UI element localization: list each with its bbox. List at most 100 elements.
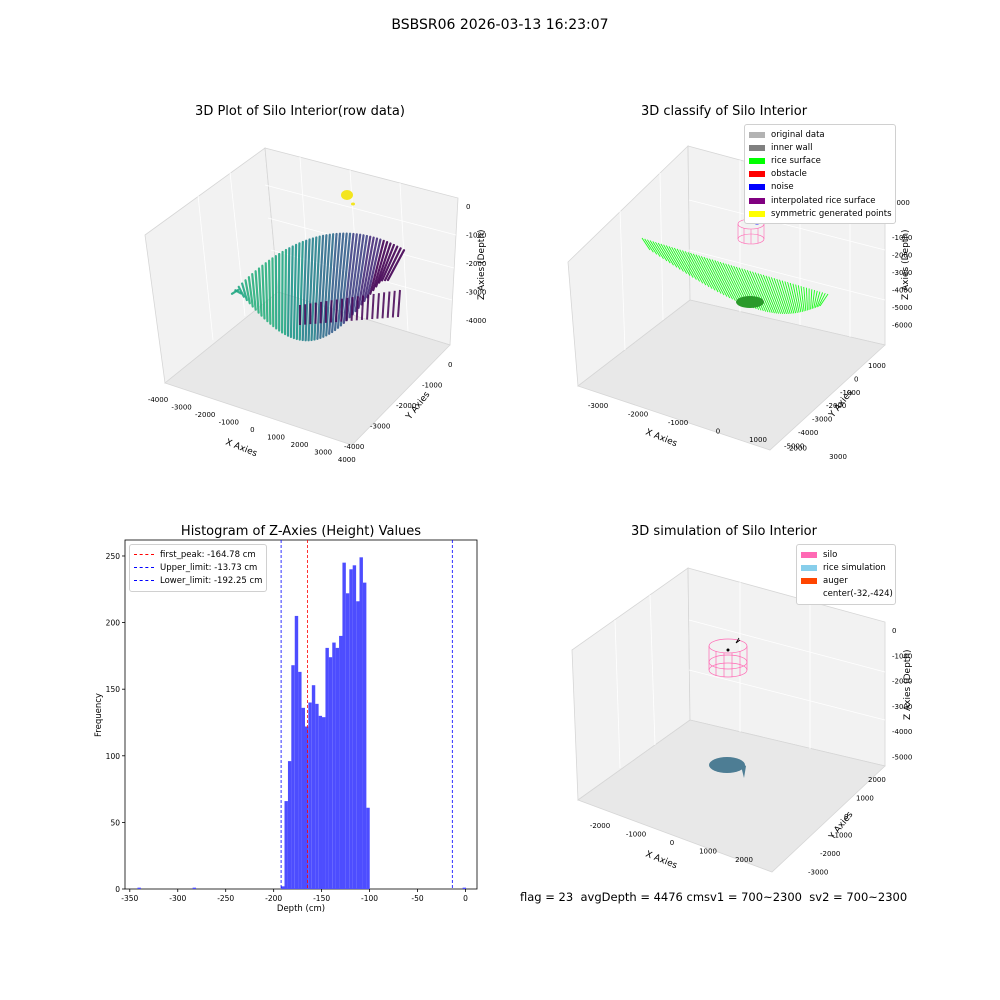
legend-label: obstacle xyxy=(771,169,807,180)
x-tick-label: -300 xyxy=(169,894,186,903)
legend-label: silo xyxy=(823,549,838,560)
x-tick-label: -200 xyxy=(265,894,282,903)
tick-label: -2000 xyxy=(396,402,416,410)
tick-label: -2000 xyxy=(892,678,912,686)
histogram-bar xyxy=(359,557,363,889)
legend-item: rice simulation xyxy=(801,561,891,574)
legend-line xyxy=(134,554,154,556)
histogram-bar xyxy=(349,569,353,889)
tick-label: 3000 xyxy=(314,449,332,457)
panel2-xlabel: X Axies xyxy=(644,428,679,450)
tick-label: -4000 xyxy=(148,396,168,404)
panel3-rice-simulation xyxy=(709,757,745,773)
legend-line xyxy=(134,580,154,582)
tick-label: -3000 xyxy=(466,289,486,297)
histogram-ylabel: Frequency xyxy=(94,693,104,737)
tick-label: 4000 xyxy=(338,456,356,464)
tick-label: -5000 xyxy=(892,304,912,312)
tick-label: -2000 xyxy=(195,411,215,419)
panel3-xticks: -2000 -1000 0 1000 2000 xyxy=(590,822,753,864)
legend-item: Upper_limit: -13.73 cm xyxy=(134,561,262,574)
tick-label: -1000 xyxy=(668,419,688,427)
y-tick-label: 100 xyxy=(106,752,121,761)
histogram-bar xyxy=(311,685,316,889)
legend-item: rice surface xyxy=(749,154,891,167)
tick-label: -1000 xyxy=(840,389,860,397)
tick-label: -1000 xyxy=(219,419,239,427)
histogram-bar xyxy=(335,647,340,889)
legend-label: original data xyxy=(771,129,825,140)
tick-label: 1000 xyxy=(699,848,717,856)
panel3-yticks: 2000 1000 0 -1000 -2000 -3000 xyxy=(808,776,886,877)
tick-label: -4000 xyxy=(344,443,364,451)
tick-label: -4000 xyxy=(892,287,912,295)
legend-label: symmetric generated points xyxy=(771,208,892,219)
histogram-chart: -350 -300 -250 -200 -150 -100 -50 0 0 50 100 150 20… xyxy=(94,539,478,914)
tick-label: 0 xyxy=(466,203,470,211)
legend-swatch xyxy=(749,171,765,178)
legend-label: first_peak: -164.78 cm xyxy=(160,549,256,560)
legend-item: Lower_limit: -192.25 cm xyxy=(134,574,262,587)
tick-label: -3000 xyxy=(588,402,608,410)
histogram-legend: first_peak: -164.78 cm Upper_limit: -13.7… xyxy=(129,544,268,592)
panel3-zlabel: Z Axies (Depth) xyxy=(903,649,913,720)
panel3-xlabel: X Axies xyxy=(644,850,679,872)
tick-label: -3000 xyxy=(808,869,828,877)
legend-swatch xyxy=(749,197,765,204)
x-tick-label: -150 xyxy=(313,894,330,903)
panel2-title: 3D classify of Silo Interior xyxy=(640,104,808,119)
panel3-zticks: 0 -1000 -2000 -3000 -4000 -5000 xyxy=(892,627,912,762)
legend-label: noise xyxy=(771,182,794,193)
y-tick-label: 50 xyxy=(110,818,120,827)
tick-label: -1000 xyxy=(422,382,442,390)
x-tick-label: -100 xyxy=(361,894,378,903)
tick-label: -2000 xyxy=(590,822,610,830)
histogram-bar xyxy=(137,887,141,889)
legend-line xyxy=(134,567,154,569)
legend-swatch xyxy=(749,144,765,151)
histogram-bars xyxy=(137,557,467,889)
panel3-center-marker xyxy=(726,648,730,652)
histogram-bar xyxy=(284,801,288,889)
histogram-bar xyxy=(352,565,357,889)
x-tick-label: 0 xyxy=(463,894,468,903)
tick-label: -2000 xyxy=(826,402,846,410)
histogram-bar xyxy=(318,715,323,889)
y-tick-label: 150 xyxy=(106,685,121,694)
tick-label: -1000 xyxy=(626,831,646,839)
panel3-pointer xyxy=(735,637,741,644)
histogram-xticks: -350 -300 -250 -200 -150 -100 -50 0 xyxy=(121,889,468,903)
histogram-bar xyxy=(298,671,302,889)
tick-label: 0 xyxy=(892,627,896,635)
tick-label: -5000 xyxy=(784,442,804,450)
panel2-yticks: 1000 0 -1000 -2000 -3000 -4000 -5000 xyxy=(784,362,886,450)
legend-label: Upper_limit: -13.73 cm xyxy=(160,562,258,573)
tick-label: 0 xyxy=(250,426,254,434)
histogram-bar xyxy=(294,615,299,889)
tick-label: -3000 xyxy=(812,416,832,424)
tick-label: 0 xyxy=(670,839,674,847)
histogram-bar xyxy=(328,657,333,889)
tick-label: -1000 xyxy=(832,832,852,840)
tick-label: -4000 xyxy=(892,728,912,736)
x-tick-label: -250 xyxy=(217,894,234,903)
legend-item: auger xyxy=(801,574,891,587)
tick-label: 1000 xyxy=(892,199,910,207)
legend-item: silo xyxy=(801,548,891,561)
legend-label: interpolated rice surface xyxy=(771,195,876,206)
legend-swatch xyxy=(801,551,817,558)
tick-label: -3000 xyxy=(370,423,390,431)
panel3-panes xyxy=(571,567,886,873)
panel1-zlabel: Z Axies (Depth) xyxy=(477,229,487,300)
y-tick-label: 250 xyxy=(106,552,121,561)
histogram-bar xyxy=(462,887,467,889)
histogram-yticks: 0 50 100 150 200 250 xyxy=(106,552,125,894)
tick-label: -3000 xyxy=(171,404,191,412)
y-tick-label: 0 xyxy=(115,885,120,894)
histogram-title: Histogram of Z-Axies (Height) Values xyxy=(180,524,422,539)
x-tick-label: -350 xyxy=(121,894,138,903)
y-tick-label: 200 xyxy=(106,619,121,628)
